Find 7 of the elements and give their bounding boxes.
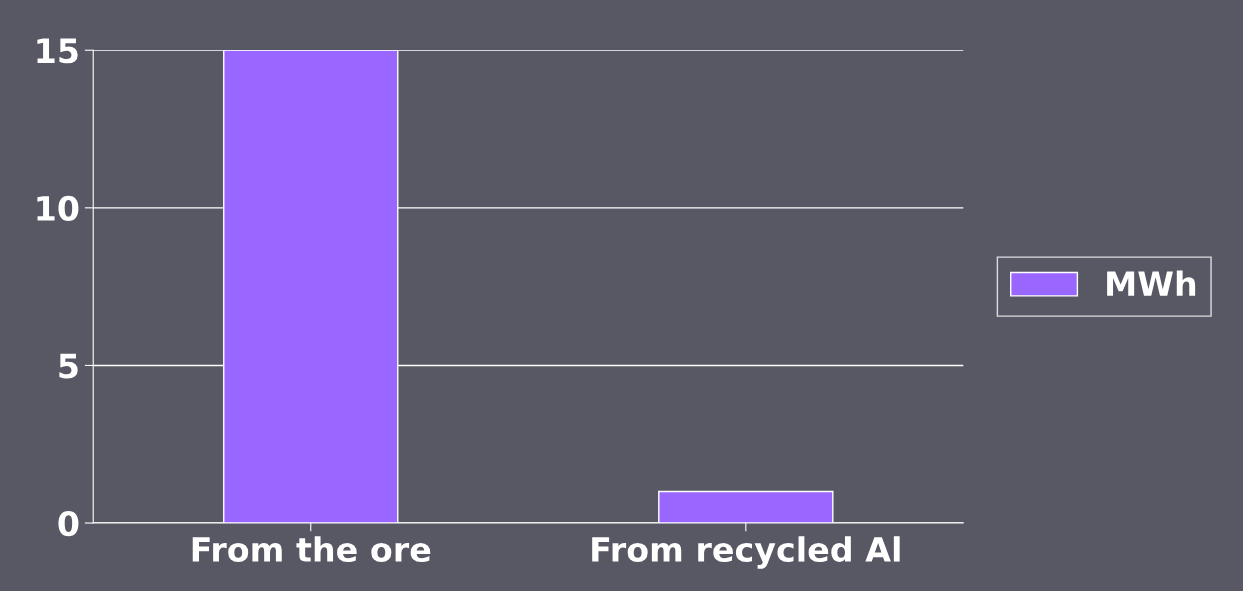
x-tick-label: From the ore bbox=[192, 536, 431, 563]
x-tick-label: From recycled Al bbox=[592, 536, 900, 569]
y-tick-label: 5 bbox=[59, 353, 78, 379]
legend-label: MWh bbox=[1107, 270, 1196, 296]
y-tick-label: 10 bbox=[37, 195, 79, 221]
y-tick-label: 0 bbox=[58, 510, 79, 537]
y-tick-label: 15 bbox=[37, 38, 78, 64]
